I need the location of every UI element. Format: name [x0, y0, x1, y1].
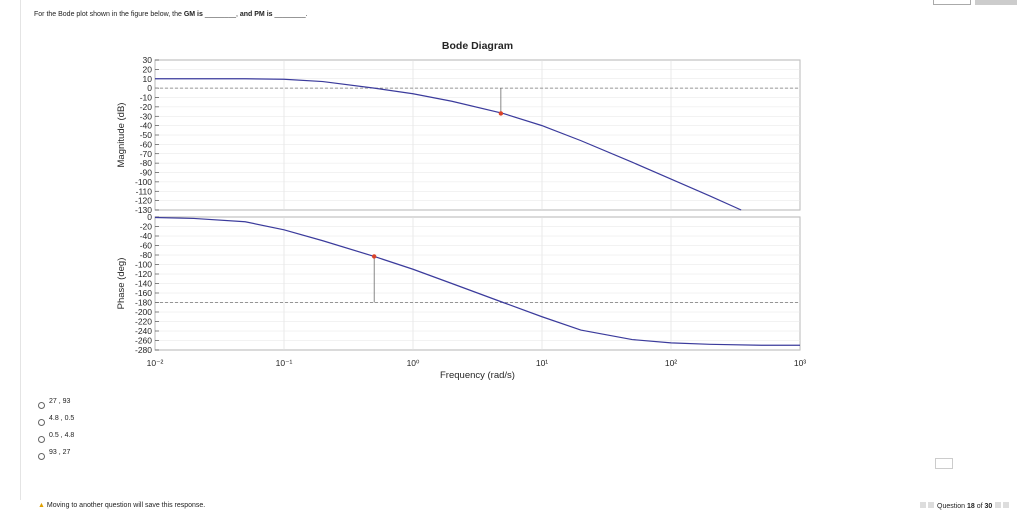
y-tick-label: -180 [135, 298, 152, 308]
progress-text: of [974, 503, 985, 510]
y-tick-label: -100 [135, 177, 152, 187]
radio[interactable] [38, 453, 45, 460]
question-text: For the Bode plot shown in the figure be… [34, 11, 184, 18]
y-axis-label: Magnitude (dB) [116, 103, 127, 168]
next-button[interactable] [995, 502, 1002, 508]
y-tick-label: -30 [140, 111, 153, 121]
y-tick-label: -240 [135, 326, 152, 336]
y-tick-label: -90 [140, 168, 153, 178]
y-tick-label: 0 [147, 212, 152, 222]
curve [155, 78, 742, 211]
option-text: 27 , 93 [49, 398, 71, 405]
option-text: 4.8 , 0.5 [49, 415, 75, 422]
question-bold: and PM is [239, 11, 273, 18]
margin-point [371, 254, 377, 259]
y-tick-label: -80 [140, 250, 153, 260]
y-tick-label: -130 [135, 205, 152, 215]
margin-point [498, 111, 504, 116]
y-tick-label: -10 [140, 93, 153, 103]
warning-text: Moving to another question will save thi… [46, 502, 206, 509]
x-tick-label: 10⁻¹ [276, 358, 293, 368]
y-tick-label: -120 [135, 196, 152, 206]
radio[interactable] [38, 402, 45, 409]
y-tick-label: -280 [135, 345, 152, 355]
question: For the Bode plot shown in the figure be… [34, 11, 308, 18]
y-tick-label: 20 [143, 64, 153, 74]
y-tick-label: -80 [140, 158, 153, 168]
x-tick-label: 10⁰ [407, 358, 420, 368]
y-tick-label: -40 [140, 121, 153, 131]
y-tick-label: -60 [140, 139, 153, 149]
save-button[interactable] [975, 0, 1017, 5]
radio[interactable] [38, 436, 45, 443]
y-tick-label: 10 [143, 74, 153, 84]
y-tick-label: -220 [135, 317, 152, 327]
y-tick-label: -140 [135, 279, 152, 289]
y-tick-label: -110 [136, 186, 153, 196]
option[interactable]: 0.5 , 4.8 [38, 432, 74, 443]
radio[interactable] [38, 419, 45, 426]
y-tick-label: -260 [135, 336, 152, 346]
question-text: ________. [272, 11, 308, 18]
last-button[interactable] [1003, 502, 1010, 508]
y-tick-label: 0 [147, 83, 152, 93]
y-tick-label: -120 [135, 269, 152, 279]
curve [154, 216, 800, 346]
progress-text: Question [937, 503, 967, 510]
y-tick-label: -160 [135, 288, 152, 298]
question-text: ________, [202, 11, 240, 18]
points-box [933, 0, 971, 5]
option[interactable]: 27 , 93 [38, 398, 70, 409]
y-tick-label: -50 [140, 130, 153, 140]
option[interactable]: 93 , 27 [38, 449, 70, 460]
option-text: 93 , 27 [49, 449, 71, 456]
y-axis-label: Phase (deg) [116, 258, 127, 310]
progress-num: 18 [966, 503, 975, 510]
y-tick-label: -40 [140, 231, 153, 241]
y-tick-label: -60 [140, 241, 153, 251]
first-button[interactable] [920, 502, 926, 508]
progress: Question 18 of 30 [920, 502, 1010, 510]
x-tick-label: 10¹ [536, 358, 548, 368]
left-rule [20, 0, 21, 500]
option-text: 0.5 , 4.8 [49, 432, 75, 439]
x-tick-label: 10³ [794, 358, 806, 368]
y-tick-label: -70 [140, 149, 153, 159]
progress-num: 30 [984, 503, 993, 510]
y-tick-label: -100 [135, 260, 152, 270]
y-tick-label: -200 [135, 307, 152, 317]
x-axis-label: Frequency (rad/s) [440, 370, 515, 381]
option[interactable]: 4.8 , 0.5 [38, 415, 74, 426]
question-bold: GM is [183, 11, 203, 18]
chart-title: Bode Diagram [442, 40, 513, 52]
scroll-box[interactable] [935, 458, 953, 469]
prev-button[interactable] [928, 502, 934, 508]
y-tick-label: -20 [140, 222, 153, 232]
y-tick-label: 30 [143, 55, 153, 65]
x-tick-label: 10⁻² [147, 358, 164, 368]
warning: ▲ Moving to another question will save t… [38, 502, 206, 509]
y-tick-label: -20 [140, 102, 153, 112]
x-tick-label: 10² [665, 358, 677, 368]
